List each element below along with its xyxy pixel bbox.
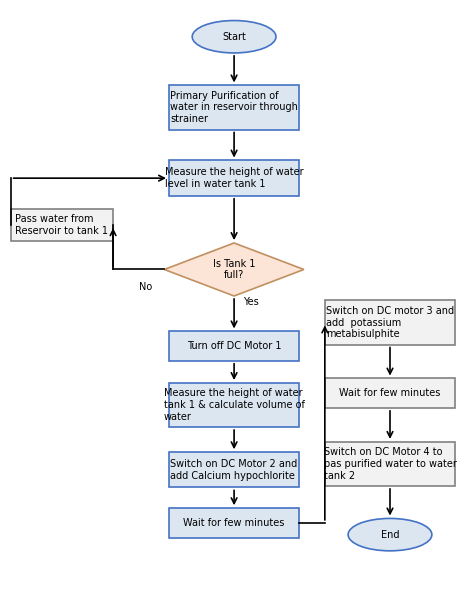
FancyBboxPatch shape bbox=[169, 452, 299, 487]
Ellipse shape bbox=[192, 21, 276, 53]
Text: Wait for few minutes: Wait for few minutes bbox=[183, 518, 285, 528]
FancyBboxPatch shape bbox=[325, 300, 455, 345]
Text: Pass water from
Reservoir to tank 1: Pass water from Reservoir to tank 1 bbox=[15, 214, 109, 236]
Text: No: No bbox=[139, 282, 152, 292]
Text: Switch on DC Motor 4 to
pas purified water to water
tank 2: Switch on DC Motor 4 to pas purified wat… bbox=[324, 448, 456, 481]
Text: Wait for few minutes: Wait for few minutes bbox=[339, 388, 441, 398]
FancyBboxPatch shape bbox=[169, 85, 299, 130]
Polygon shape bbox=[164, 243, 304, 296]
FancyBboxPatch shape bbox=[169, 332, 299, 361]
FancyBboxPatch shape bbox=[169, 508, 299, 538]
FancyBboxPatch shape bbox=[11, 209, 113, 242]
Text: End: End bbox=[381, 530, 399, 540]
Text: Is Tank 1
full?: Is Tank 1 full? bbox=[213, 259, 255, 280]
FancyBboxPatch shape bbox=[325, 442, 455, 486]
FancyBboxPatch shape bbox=[325, 378, 455, 408]
Text: Measure the height of water
level in water tank 1: Measure the height of water level in wat… bbox=[165, 168, 303, 189]
Text: Switch on DC Motor 2 and
add Calcium hypochlorite: Switch on DC Motor 2 and add Calcium hyp… bbox=[171, 459, 298, 481]
Text: Yes: Yes bbox=[243, 297, 259, 307]
Text: Measure the height of water
tank 1 & calculate volume of
water: Measure the height of water tank 1 & cal… bbox=[164, 388, 304, 422]
Text: Switch on DC motor 3 and
add  potassium
metabisulphite: Switch on DC motor 3 and add potassium m… bbox=[326, 306, 454, 339]
Text: Turn off DC Motor 1: Turn off DC Motor 1 bbox=[187, 341, 282, 351]
Text: Start: Start bbox=[222, 32, 246, 42]
FancyBboxPatch shape bbox=[169, 160, 299, 196]
FancyBboxPatch shape bbox=[169, 383, 299, 427]
Ellipse shape bbox=[348, 519, 432, 551]
Text: Primary Purification of
water in reservoir through
strainer: Primary Purification of water in reservo… bbox=[170, 91, 298, 124]
